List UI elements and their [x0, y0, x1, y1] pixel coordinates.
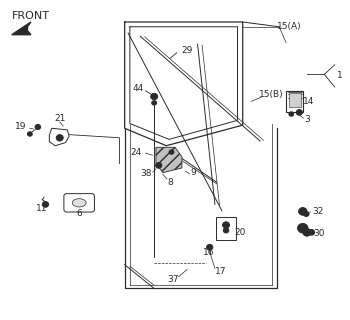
Circle shape — [303, 228, 311, 236]
Circle shape — [42, 202, 49, 207]
Text: 6: 6 — [76, 209, 82, 219]
Bar — [286, 91, 303, 112]
Text: 24: 24 — [131, 148, 142, 156]
Bar — [216, 217, 236, 240]
Polygon shape — [49, 128, 69, 146]
Text: 37: 37 — [168, 275, 179, 284]
Text: 15(A): 15(A) — [277, 22, 302, 31]
Polygon shape — [156, 147, 182, 173]
Circle shape — [303, 212, 309, 216]
Circle shape — [296, 109, 302, 115]
Text: 11: 11 — [36, 204, 47, 213]
Circle shape — [298, 223, 308, 233]
FancyBboxPatch shape — [64, 194, 94, 212]
Text: 19: 19 — [15, 122, 26, 131]
Text: FRONT: FRONT — [12, 11, 50, 21]
Circle shape — [169, 150, 174, 154]
Circle shape — [289, 112, 294, 116]
Text: 20: 20 — [235, 228, 246, 237]
Text: 1: 1 — [336, 71, 342, 80]
Circle shape — [206, 244, 213, 250]
Circle shape — [308, 229, 315, 235]
Circle shape — [223, 228, 229, 233]
Circle shape — [155, 163, 162, 168]
Text: 3: 3 — [304, 115, 310, 124]
Text: 38: 38 — [141, 169, 152, 178]
Text: 17: 17 — [215, 267, 226, 276]
Text: 21: 21 — [54, 114, 65, 123]
Text: 9: 9 — [191, 168, 196, 177]
Text: 32: 32 — [312, 207, 323, 216]
Circle shape — [299, 208, 307, 215]
Ellipse shape — [72, 199, 86, 207]
Bar — [289, 93, 301, 108]
Polygon shape — [12, 22, 31, 35]
Circle shape — [223, 222, 230, 228]
Circle shape — [27, 132, 32, 136]
Text: 8: 8 — [168, 178, 173, 187]
Circle shape — [151, 93, 158, 100]
Text: 30: 30 — [313, 229, 325, 238]
Circle shape — [152, 101, 156, 105]
Text: 16: 16 — [203, 248, 215, 257]
Text: 44: 44 — [132, 84, 144, 93]
Circle shape — [35, 124, 41, 130]
Text: 29: 29 — [181, 46, 193, 55]
Text: 15(B): 15(B) — [259, 91, 283, 100]
Text: 14: 14 — [303, 97, 314, 106]
Circle shape — [56, 135, 63, 141]
